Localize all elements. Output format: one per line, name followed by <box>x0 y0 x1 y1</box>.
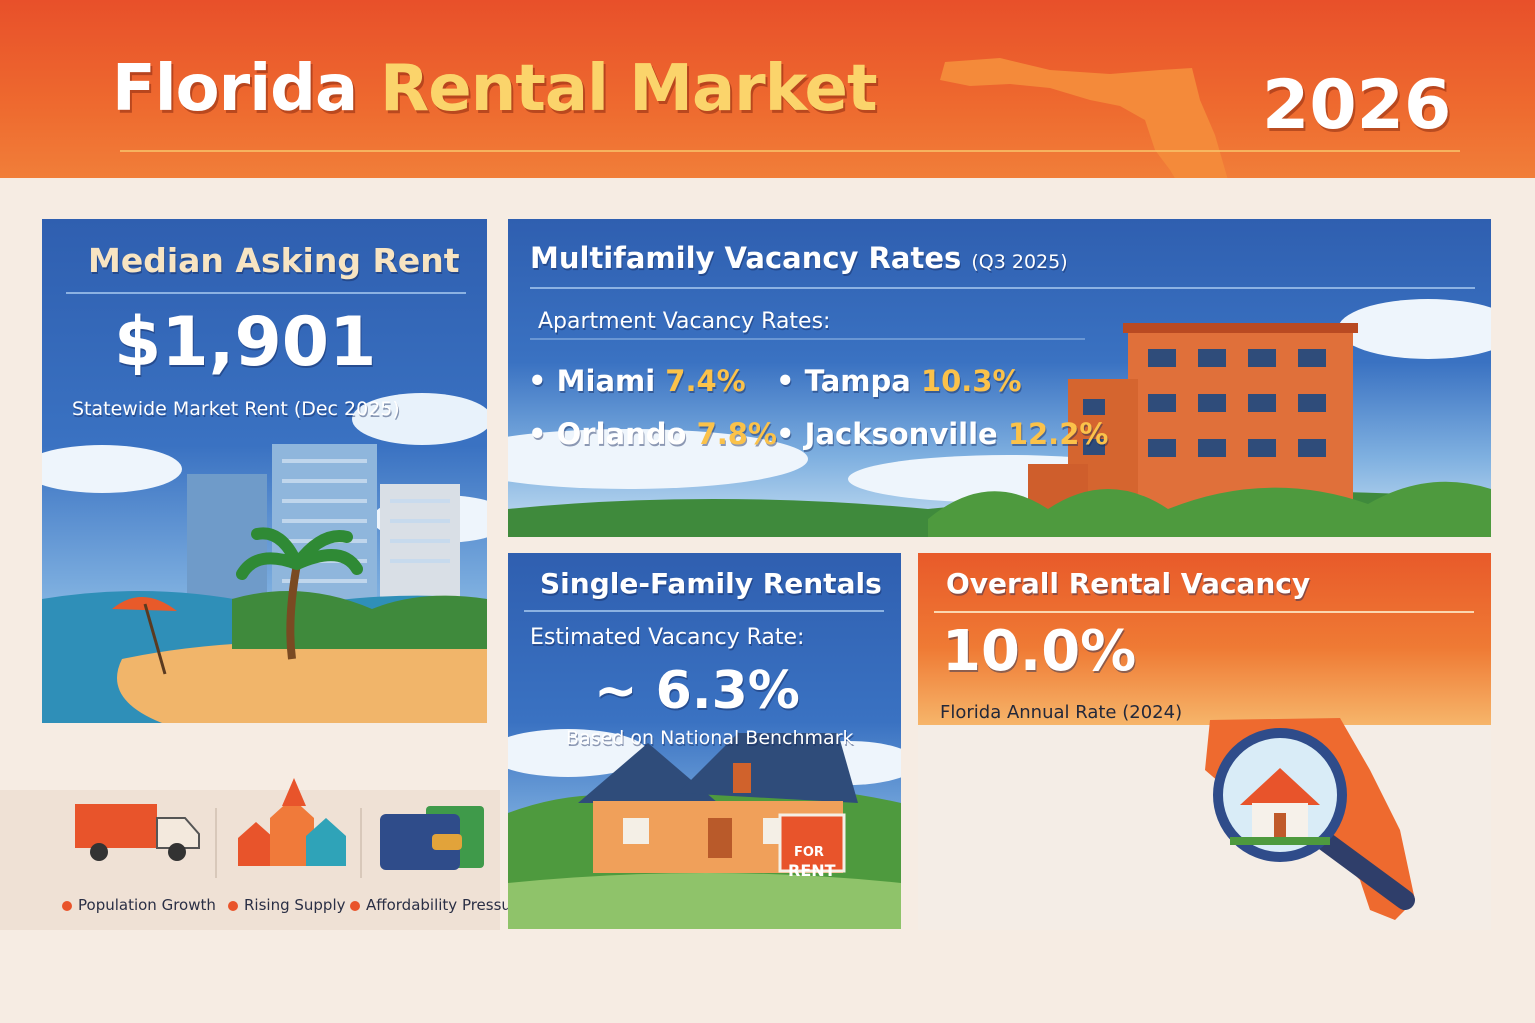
city-jacksonville: • Jacksonville 12.2% <box>776 417 1109 451</box>
city-name-tampa: Tampa <box>804 364 911 398</box>
multifamily-heading-text: Multifamily Vacancy Rates <box>530 241 962 275</box>
factor-divider-2 <box>360 808 362 878</box>
city-name-orlando: Orlando <box>556 417 687 451</box>
single-family-subheading: Estimated Vacancy Rate: <box>530 625 805 650</box>
city-rate-jacksonville: 12.2% <box>1007 417 1109 451</box>
factor-affordability-pressures: Affordability Pressures <box>350 896 534 914</box>
city-name-jacksonville: Jacksonville <box>804 417 998 451</box>
florida-map-icon <box>940 58 1228 178</box>
single-family-divider <box>524 610 884 612</box>
moving-truck-icon <box>75 804 200 861</box>
factor-bullet-1 <box>62 900 72 911</box>
header-underline <box>120 150 1460 152</box>
multifamily-subdivider <box>530 338 1085 340</box>
city-rate-tampa: 10.3% <box>920 364 1022 398</box>
median-rent-panel: Median Asking Rent $1,901 Statewide Mark… <box>42 219 487 723</box>
page-title-part1: Florida <box>112 52 358 126</box>
city-rate-miami: 7.4% <box>665 364 746 398</box>
beach-city-illustration <box>42 393 487 723</box>
factor-rising-supply: Rising Supply <box>228 896 345 914</box>
factors-strip: Population Growth Rising Supply Affordab… <box>0 778 534 930</box>
overall-caption: Florida Annual Rate (2024) <box>940 702 1183 723</box>
single-family-caption: Based on National Benchmark <box>566 727 854 749</box>
header-banner: Florida Rental Market 2026 <box>0 0 1535 178</box>
overall-heading: Overall Rental Vacancy <box>946 567 1311 600</box>
overall-value: 10.0% <box>942 619 1137 684</box>
city-name-miami: Miami <box>556 364 656 398</box>
median-rent-caption: Statewide Market Rent (Dec 2025) <box>72 398 400 420</box>
factor-label-3: Affordability Pressures <box>366 896 534 914</box>
city-miami: • Miami 7.4% <box>528 364 746 398</box>
factor-population-growth: Population Growth <box>62 896 216 914</box>
overall-vacancy-panel: Overall Rental Vacancy 10.0% <box>918 553 1491 725</box>
factor-label-1: Population Growth <box>78 896 216 914</box>
rising-arrows-icon <box>238 778 346 866</box>
page-title-part2: Rental Market <box>380 52 878 126</box>
apartment-building-illustration <box>508 299 1491 537</box>
wallet-icon <box>380 806 484 870</box>
factor-divider-1 <box>215 808 217 878</box>
factor-label-2: Rising Supply <box>244 896 346 914</box>
median-rent-value: $1,901 <box>114 303 377 382</box>
median-rent-heading: Median Asking Rent <box>88 241 460 280</box>
factor-bullet-2 <box>228 900 238 911</box>
single-family-heading: Single-Family Rentals <box>540 567 882 600</box>
overall-divider <box>934 611 1474 613</box>
multifamily-heading: Multifamily Vacancy Rates (Q3 2025) <box>530 241 1068 275</box>
city-rate-orlando: 7.8% <box>696 417 777 451</box>
single-family-value: ~ 6.3% <box>594 661 800 721</box>
multifamily-divider <box>530 287 1475 289</box>
multifamily-vacancy-panel: Multifamily Vacancy Rates (Q3 2025) Apar… <box>508 219 1491 537</box>
for-rent-sign-line1: FOR <box>794 845 824 860</box>
median-rent-divider <box>66 292 466 294</box>
page-year: 2026 <box>1262 66 1452 145</box>
factor-bullet-3 <box>350 900 360 911</box>
house-for-rent-illustration <box>508 729 901 929</box>
for-rent-sign-line2: RENT <box>788 861 836 880</box>
single-family-panel: Single-Family Rentals Estimated Vacancy … <box>508 553 901 929</box>
city-orlando: • Orlando 7.8% <box>528 417 777 451</box>
multifamily-period: (Q3 2025) <box>971 251 1068 273</box>
multifamily-subheading: Apartment Vacancy Rates: <box>538 309 831 334</box>
magnifier-house-icon <box>1205 718 1415 920</box>
city-tampa: • Tampa 10.3% <box>776 364 1022 398</box>
